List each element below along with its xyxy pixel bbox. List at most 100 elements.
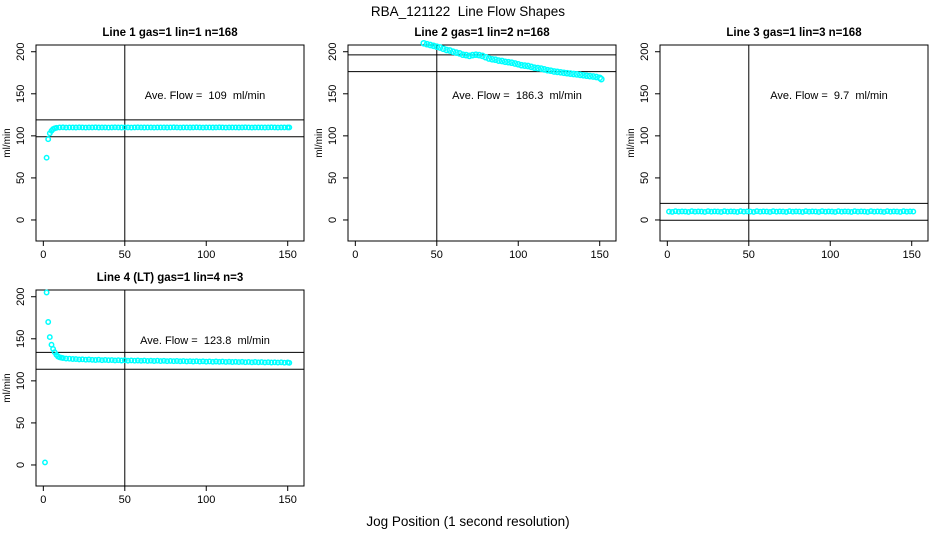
data-point [524, 62, 532, 70]
data-point [125, 124, 131, 131]
x-tick-label: 50 [119, 494, 131, 506]
data-point [164, 124, 171, 131]
data-point [213, 358, 219, 365]
data-point [776, 208, 783, 215]
subplot-line4: Line 4 (LT) gas=1 lin=4 n=3 0 50 100 150 200 0… [0, 267, 312, 517]
data-point [216, 124, 223, 131]
data-point [672, 208, 679, 215]
data-point [115, 124, 122, 131]
data-point [138, 357, 145, 364]
x-tick-label: 0 [664, 249, 670, 261]
x-tick-label: 100 [197, 249, 215, 261]
data-point [721, 208, 728, 215]
data-point [679, 208, 685, 215]
data-point [209, 358, 216, 365]
data-point [147, 357, 154, 364]
data-point [505, 58, 512, 66]
data-point [806, 208, 813, 215]
data-point [183, 358, 190, 365]
data-point [99, 357, 105, 364]
data-point [854, 208, 861, 215]
y-tick-label: 0 [639, 217, 651, 223]
ave-flow-annotation: Ave. Flow = 123.8 ml/min [140, 335, 270, 347]
data-point [92, 124, 99, 131]
ave-flow-annotation: Ave. Flow = 109 ml/min [145, 90, 266, 102]
data-point [187, 358, 193, 365]
data-point [868, 208, 874, 215]
subplot-line1-chart: Line 1 gas=1 lin=1 n=168 0 50 100 150 200 0 50 1… [2, 27, 305, 261]
data-point [235, 359, 242, 366]
data-point [597, 75, 605, 83]
y-tick-label: 150 [639, 85, 651, 103]
data-point [757, 208, 764, 215]
subplot-title: Line 4 (LT) gas=1 lin=4 n=3 [97, 272, 243, 284]
data-point [134, 357, 141, 364]
data-point [72, 124, 79, 131]
subplot-line3-chart: Line 3 gas=1 lin=3 n=168 0 50 100 150 200 0 50 1… [626, 27, 929, 261]
data-point [727, 208, 734, 215]
data-point [773, 208, 780, 215]
y-axis-label: ml/min [2, 128, 13, 157]
data-point [239, 358, 246, 365]
data-point [521, 62, 529, 69]
data-point [682, 208, 689, 215]
data-point [907, 208, 914, 215]
subplot-title: Line 3 gas=1 lin=3 n=168 [726, 27, 862, 39]
data-point [131, 357, 138, 364]
y-tick-label: 100 [15, 372, 27, 390]
data-point [183, 124, 190, 131]
data-point [900, 208, 907, 215]
data-point [141, 357, 148, 364]
data-point [170, 358, 177, 365]
data-point [469, 51, 476, 59]
data-point [203, 358, 210, 365]
data-point [115, 357, 122, 364]
data-point [154, 357, 161, 364]
data-point [711, 208, 718, 215]
data-point [193, 124, 200, 131]
data-point [498, 57, 506, 65]
data-point [724, 208, 731, 215]
data-point [242, 124, 249, 131]
data-point [871, 208, 878, 215]
data-point [144, 357, 151, 364]
data-point [851, 208, 858, 215]
data-point [89, 356, 96, 363]
data-point [897, 208, 904, 215]
data-point [85, 124, 92, 131]
data-point [780, 208, 786, 215]
data-point [66, 355, 73, 362]
x-tick-label: 150 [279, 494, 297, 506]
data-point [102, 356, 109, 363]
data-point [258, 124, 265, 131]
data-point [258, 359, 265, 366]
data-point [527, 63, 535, 71]
y-axis-label: ml/min [2, 373, 13, 402]
data-point [688, 208, 695, 215]
data-point [274, 359, 281, 366]
plot-box [35, 289, 305, 487]
data-point [79, 356, 86, 363]
data-point [164, 358, 171, 365]
x-tick-label: 50 [431, 249, 443, 261]
data-point [890, 208, 897, 215]
data-point [134, 124, 141, 131]
data-point [177, 358, 184, 365]
data-point [232, 358, 239, 365]
y-tick-label: 0 [15, 462, 27, 468]
data-point [265, 359, 272, 366]
subplot-line1: Line 1 gas=1 lin=1 n=168 0 50 100 150 200 0 50 1… [0, 22, 312, 272]
data-point [222, 124, 229, 131]
data-points [666, 208, 917, 215]
data-point [248, 124, 255, 131]
data-point [245, 124, 252, 131]
data-point [822, 208, 829, 215]
data-point [841, 208, 848, 215]
data-point [789, 208, 796, 215]
data-point [131, 124, 138, 131]
data-point [832, 208, 839, 215]
data-point [763, 208, 770, 215]
data-point [479, 52, 486, 60]
subplot-line3: Line 3 gas=1 lin=3 n=168 0 50 100 150 200 0 50 1… [624, 22, 936, 272]
data-point [239, 124, 246, 131]
